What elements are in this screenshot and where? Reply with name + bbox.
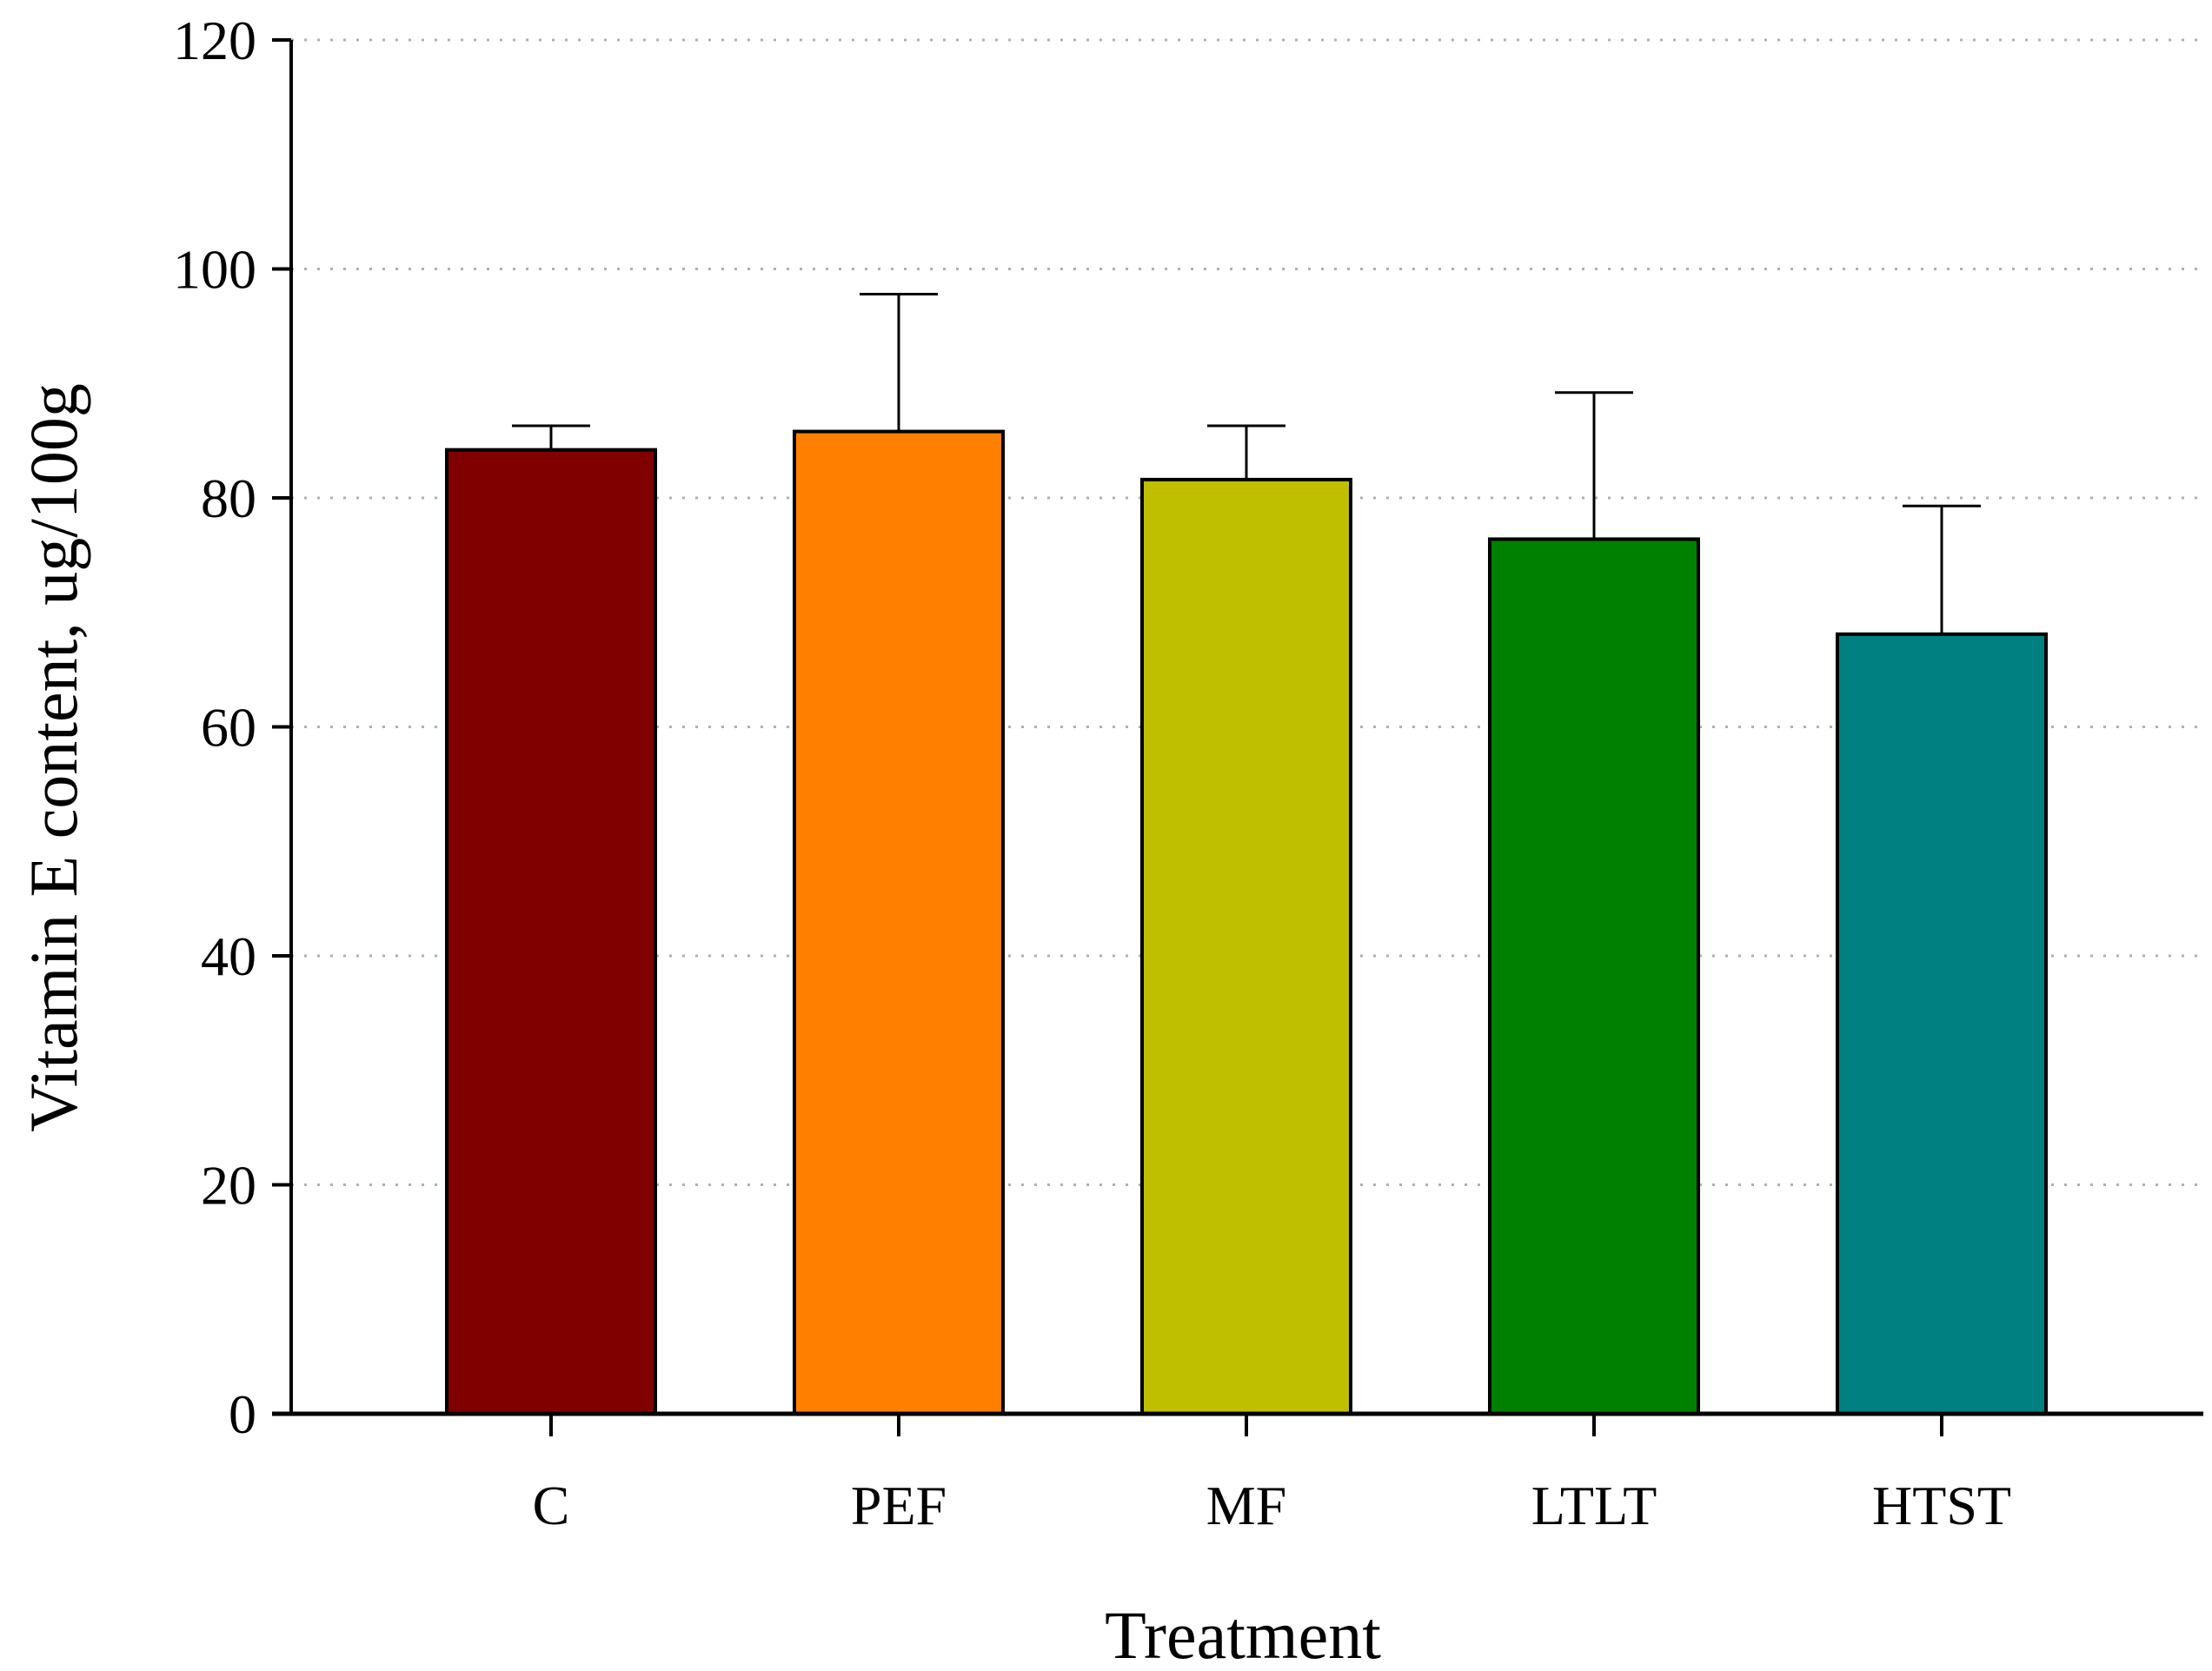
y-axis-title: Vitamin E content, ug/100g	[16, 383, 91, 1132]
x-tick-label-ltlt: LTLT	[1531, 1475, 1657, 1536]
x-axis-title: Treatment	[1105, 1597, 1381, 1671]
x-tick-label-mf: MF	[1206, 1475, 1287, 1536]
bar-pef	[793, 429, 1005, 1416]
bar-c	[445, 448, 657, 1416]
axes	[272, 38, 2203, 1436]
y-tick-label: 100	[173, 239, 256, 301]
y-tick-label: 120	[173, 10, 256, 71]
bar-htst	[1836, 632, 2048, 1416]
x-tick-label-pef: PEF	[851, 1475, 947, 1536]
bar-ltlt	[1488, 537, 1700, 1416]
x-tick-label-htst: HTST	[1872, 1475, 2011, 1536]
y-tick-label: 80	[201, 467, 256, 529]
y-tick-label: 40	[201, 925, 256, 987]
y-tick-label: 60	[201, 697, 256, 759]
tick-labels: 0 20 40 60 80 100 120 C PEF MF LTLT HTST	[173, 10, 2011, 1536]
y-tick-label: 20	[201, 1155, 256, 1217]
error-bars	[512, 292, 1981, 634]
x-tick-label-c: C	[533, 1475, 570, 1536]
bar-mf	[1140, 477, 1352, 1416]
y-tick-label: 0	[229, 1383, 256, 1445]
bars	[445, 429, 2048, 1416]
